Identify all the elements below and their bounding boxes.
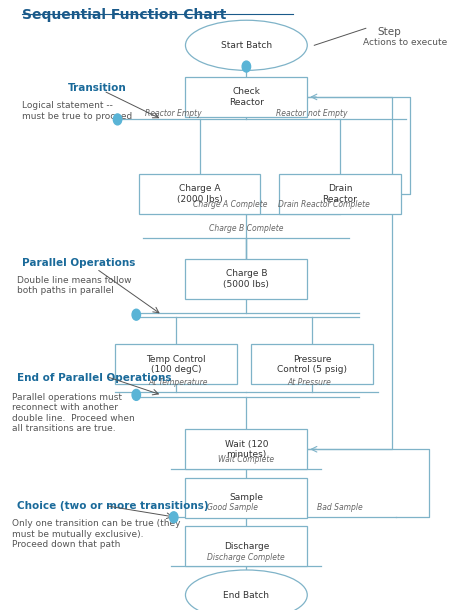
Text: Temp Control
(100 degC): Temp Control (100 degC) — [146, 354, 206, 374]
Text: Bad Sample: Bad Sample — [317, 503, 363, 512]
Text: Logical statement --
must be true to proceed: Logical statement -- must be true to pro… — [21, 101, 132, 121]
Text: Start Batch: Start Batch — [221, 41, 272, 50]
FancyBboxPatch shape — [251, 344, 373, 384]
Circle shape — [242, 61, 251, 72]
Text: Wait (120
minutes): Wait (120 minutes) — [225, 440, 268, 459]
Text: Charge B
(5000 lbs): Charge B (5000 lbs) — [223, 270, 269, 289]
Text: Step: Step — [377, 27, 401, 37]
Text: Drain
Reactor: Drain Reactor — [323, 185, 357, 204]
Text: Transition: Transition — [68, 83, 127, 93]
Circle shape — [132, 309, 140, 320]
FancyBboxPatch shape — [185, 429, 307, 470]
Text: Pressure
Control (5 psig): Pressure Control (5 psig) — [277, 354, 347, 374]
Text: At Pressure: At Pressure — [288, 378, 331, 387]
Text: Check
Reactor: Check Reactor — [229, 87, 264, 107]
FancyBboxPatch shape — [185, 77, 307, 117]
Text: Discharge: Discharge — [224, 542, 269, 551]
Text: Reactor not Empty: Reactor not Empty — [276, 109, 348, 118]
Text: Charge A
(2000 lbs): Charge A (2000 lbs) — [177, 185, 222, 204]
Text: Reactor Empty: Reactor Empty — [146, 109, 202, 118]
Ellipse shape — [185, 570, 307, 613]
Circle shape — [170, 512, 178, 523]
FancyBboxPatch shape — [279, 174, 401, 214]
Text: Parallel operations must
reconnect with another
double line.  Proceed when
all t: Parallel operations must reconnect with … — [12, 393, 135, 433]
Text: End Batch: End Batch — [223, 590, 269, 600]
FancyBboxPatch shape — [138, 174, 260, 214]
Text: Sample: Sample — [229, 493, 264, 502]
Text: End of Parallel Operations: End of Parallel Operations — [17, 373, 171, 383]
Text: Charge B Complete: Charge B Complete — [209, 224, 283, 233]
Text: Good Sample: Good Sample — [207, 503, 258, 512]
FancyBboxPatch shape — [185, 527, 307, 566]
Circle shape — [113, 114, 122, 125]
Ellipse shape — [185, 20, 307, 70]
Text: At Temperature: At Temperature — [149, 378, 208, 387]
Text: Wait Complete: Wait Complete — [219, 455, 274, 465]
Text: Discharge Complete: Discharge Complete — [208, 553, 285, 562]
FancyBboxPatch shape — [185, 478, 307, 518]
Text: Parallel Operations: Parallel Operations — [21, 258, 135, 268]
Text: Sequential Function Chart: Sequential Function Chart — [21, 7, 226, 21]
Text: Drain Reactor Complete: Drain Reactor Complete — [278, 200, 370, 209]
Text: Choice (two or more transitions): Choice (two or more transitions) — [17, 501, 209, 511]
Text: Only one transition can be true (they
must be mutually exclusive).
Proceed down : Only one transition can be true (they mu… — [12, 519, 181, 549]
Text: Double line means follow
both paths in parallel: Double line means follow both paths in p… — [17, 275, 131, 295]
FancyBboxPatch shape — [115, 344, 237, 384]
Text: Charge A Complete: Charge A Complete — [193, 200, 267, 209]
Circle shape — [132, 389, 140, 400]
Text: Actions to execute: Actions to execute — [364, 38, 448, 47]
FancyBboxPatch shape — [185, 259, 307, 299]
